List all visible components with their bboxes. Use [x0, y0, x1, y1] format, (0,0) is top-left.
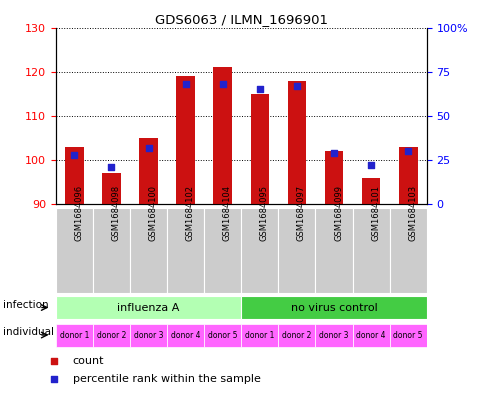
Bar	[102, 173, 121, 204]
Point	[330, 150, 337, 156]
Bar	[352, 208, 389, 293]
Bar	[315, 323, 352, 347]
Text: count: count	[73, 356, 104, 366]
Text: donor 4: donor 4	[170, 331, 200, 340]
Bar	[324, 151, 343, 204]
Text: donor 5: donor 5	[393, 331, 422, 340]
Bar	[241, 208, 278, 293]
Bar	[241, 323, 278, 347]
Text: donor 3: donor 3	[318, 331, 348, 340]
Point	[366, 162, 374, 169]
Text: donor 2: donor 2	[96, 331, 126, 340]
Bar	[278, 323, 315, 347]
Text: GSM1684101: GSM1684101	[370, 185, 379, 241]
Text: percentile rank within the sample: percentile rank within the sample	[73, 375, 260, 384]
Text: donor 1: donor 1	[244, 331, 274, 340]
Text: GSM1684095: GSM1684095	[259, 185, 268, 241]
Bar	[204, 323, 241, 347]
Bar	[166, 208, 204, 293]
Bar	[130, 323, 166, 347]
Bar	[56, 296, 241, 319]
Text: infection: infection	[3, 300, 48, 310]
Text: donor 1: donor 1	[60, 331, 89, 340]
Text: GSM1684103: GSM1684103	[408, 184, 416, 241]
Text: GSM1684104: GSM1684104	[222, 185, 231, 241]
Bar	[389, 208, 426, 293]
Text: GSM1684102: GSM1684102	[185, 185, 194, 241]
Text: donor 5: donor 5	[208, 331, 237, 340]
Title: GDS6063 / ILMN_1696901: GDS6063 / ILMN_1696901	[154, 13, 327, 26]
Point	[70, 152, 78, 158]
Text: GSM1684099: GSM1684099	[333, 185, 342, 241]
Bar	[166, 323, 204, 347]
Bar	[139, 138, 157, 204]
Text: donor 4: donor 4	[356, 331, 385, 340]
Point	[218, 81, 226, 87]
Bar	[93, 208, 130, 293]
Text: donor 3: donor 3	[134, 331, 163, 340]
Point	[292, 83, 300, 89]
Text: donor 2: donor 2	[282, 331, 311, 340]
Bar	[93, 323, 130, 347]
Bar	[241, 296, 426, 319]
Bar	[130, 208, 166, 293]
Bar	[56, 208, 93, 293]
Bar	[389, 323, 426, 347]
Text: no virus control: no virus control	[290, 303, 377, 312]
Text: GSM1684098: GSM1684098	[111, 184, 120, 241]
Bar	[315, 208, 352, 293]
Point	[256, 86, 263, 93]
Bar	[361, 178, 379, 204]
Point	[404, 148, 411, 154]
Point	[107, 164, 115, 171]
Bar	[204, 208, 241, 293]
Text: individual: individual	[3, 327, 54, 338]
Text: GSM1684096: GSM1684096	[74, 184, 83, 241]
Point	[50, 358, 58, 364]
Point	[182, 81, 189, 87]
Text: GSM1684100: GSM1684100	[148, 185, 157, 241]
Bar	[176, 76, 195, 204]
Bar	[213, 67, 231, 204]
Text: GSM1684097: GSM1684097	[296, 184, 305, 241]
Bar	[56, 323, 93, 347]
Bar	[278, 208, 315, 293]
Bar	[250, 94, 269, 204]
Point	[144, 145, 152, 151]
Text: influenza A: influenza A	[117, 303, 180, 312]
Bar	[398, 147, 417, 204]
Bar	[65, 147, 83, 204]
Bar	[352, 323, 389, 347]
Bar	[287, 81, 305, 204]
Point	[50, 376, 58, 383]
